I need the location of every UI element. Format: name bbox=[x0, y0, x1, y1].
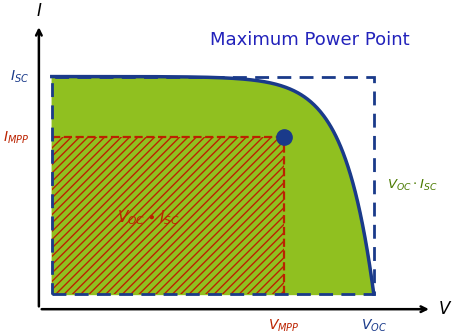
Text: $I$: $I$ bbox=[35, 2, 42, 20]
Bar bbox=[52, 137, 283, 294]
Bar bbox=[52, 77, 374, 294]
Text: Maximum Power Point: Maximum Power Point bbox=[210, 31, 409, 49]
Text: $V_{OC}$: $V_{OC}$ bbox=[361, 318, 387, 334]
Text: $I_{MPP}$: $I_{MPP}$ bbox=[3, 129, 29, 145]
Text: $V_{OC} \bullet I_{SC}$: $V_{OC} \bullet I_{SC}$ bbox=[117, 209, 180, 227]
Text: $I_{SC}$: $I_{SC}$ bbox=[10, 68, 29, 85]
Text: $V_{MPP}$: $V_{MPP}$ bbox=[268, 318, 299, 334]
Text: $V_{OC}\cdot I_{SC}$: $V_{OC}\cdot I_{SC}$ bbox=[387, 178, 437, 193]
Text: $V$: $V$ bbox=[438, 300, 453, 318]
